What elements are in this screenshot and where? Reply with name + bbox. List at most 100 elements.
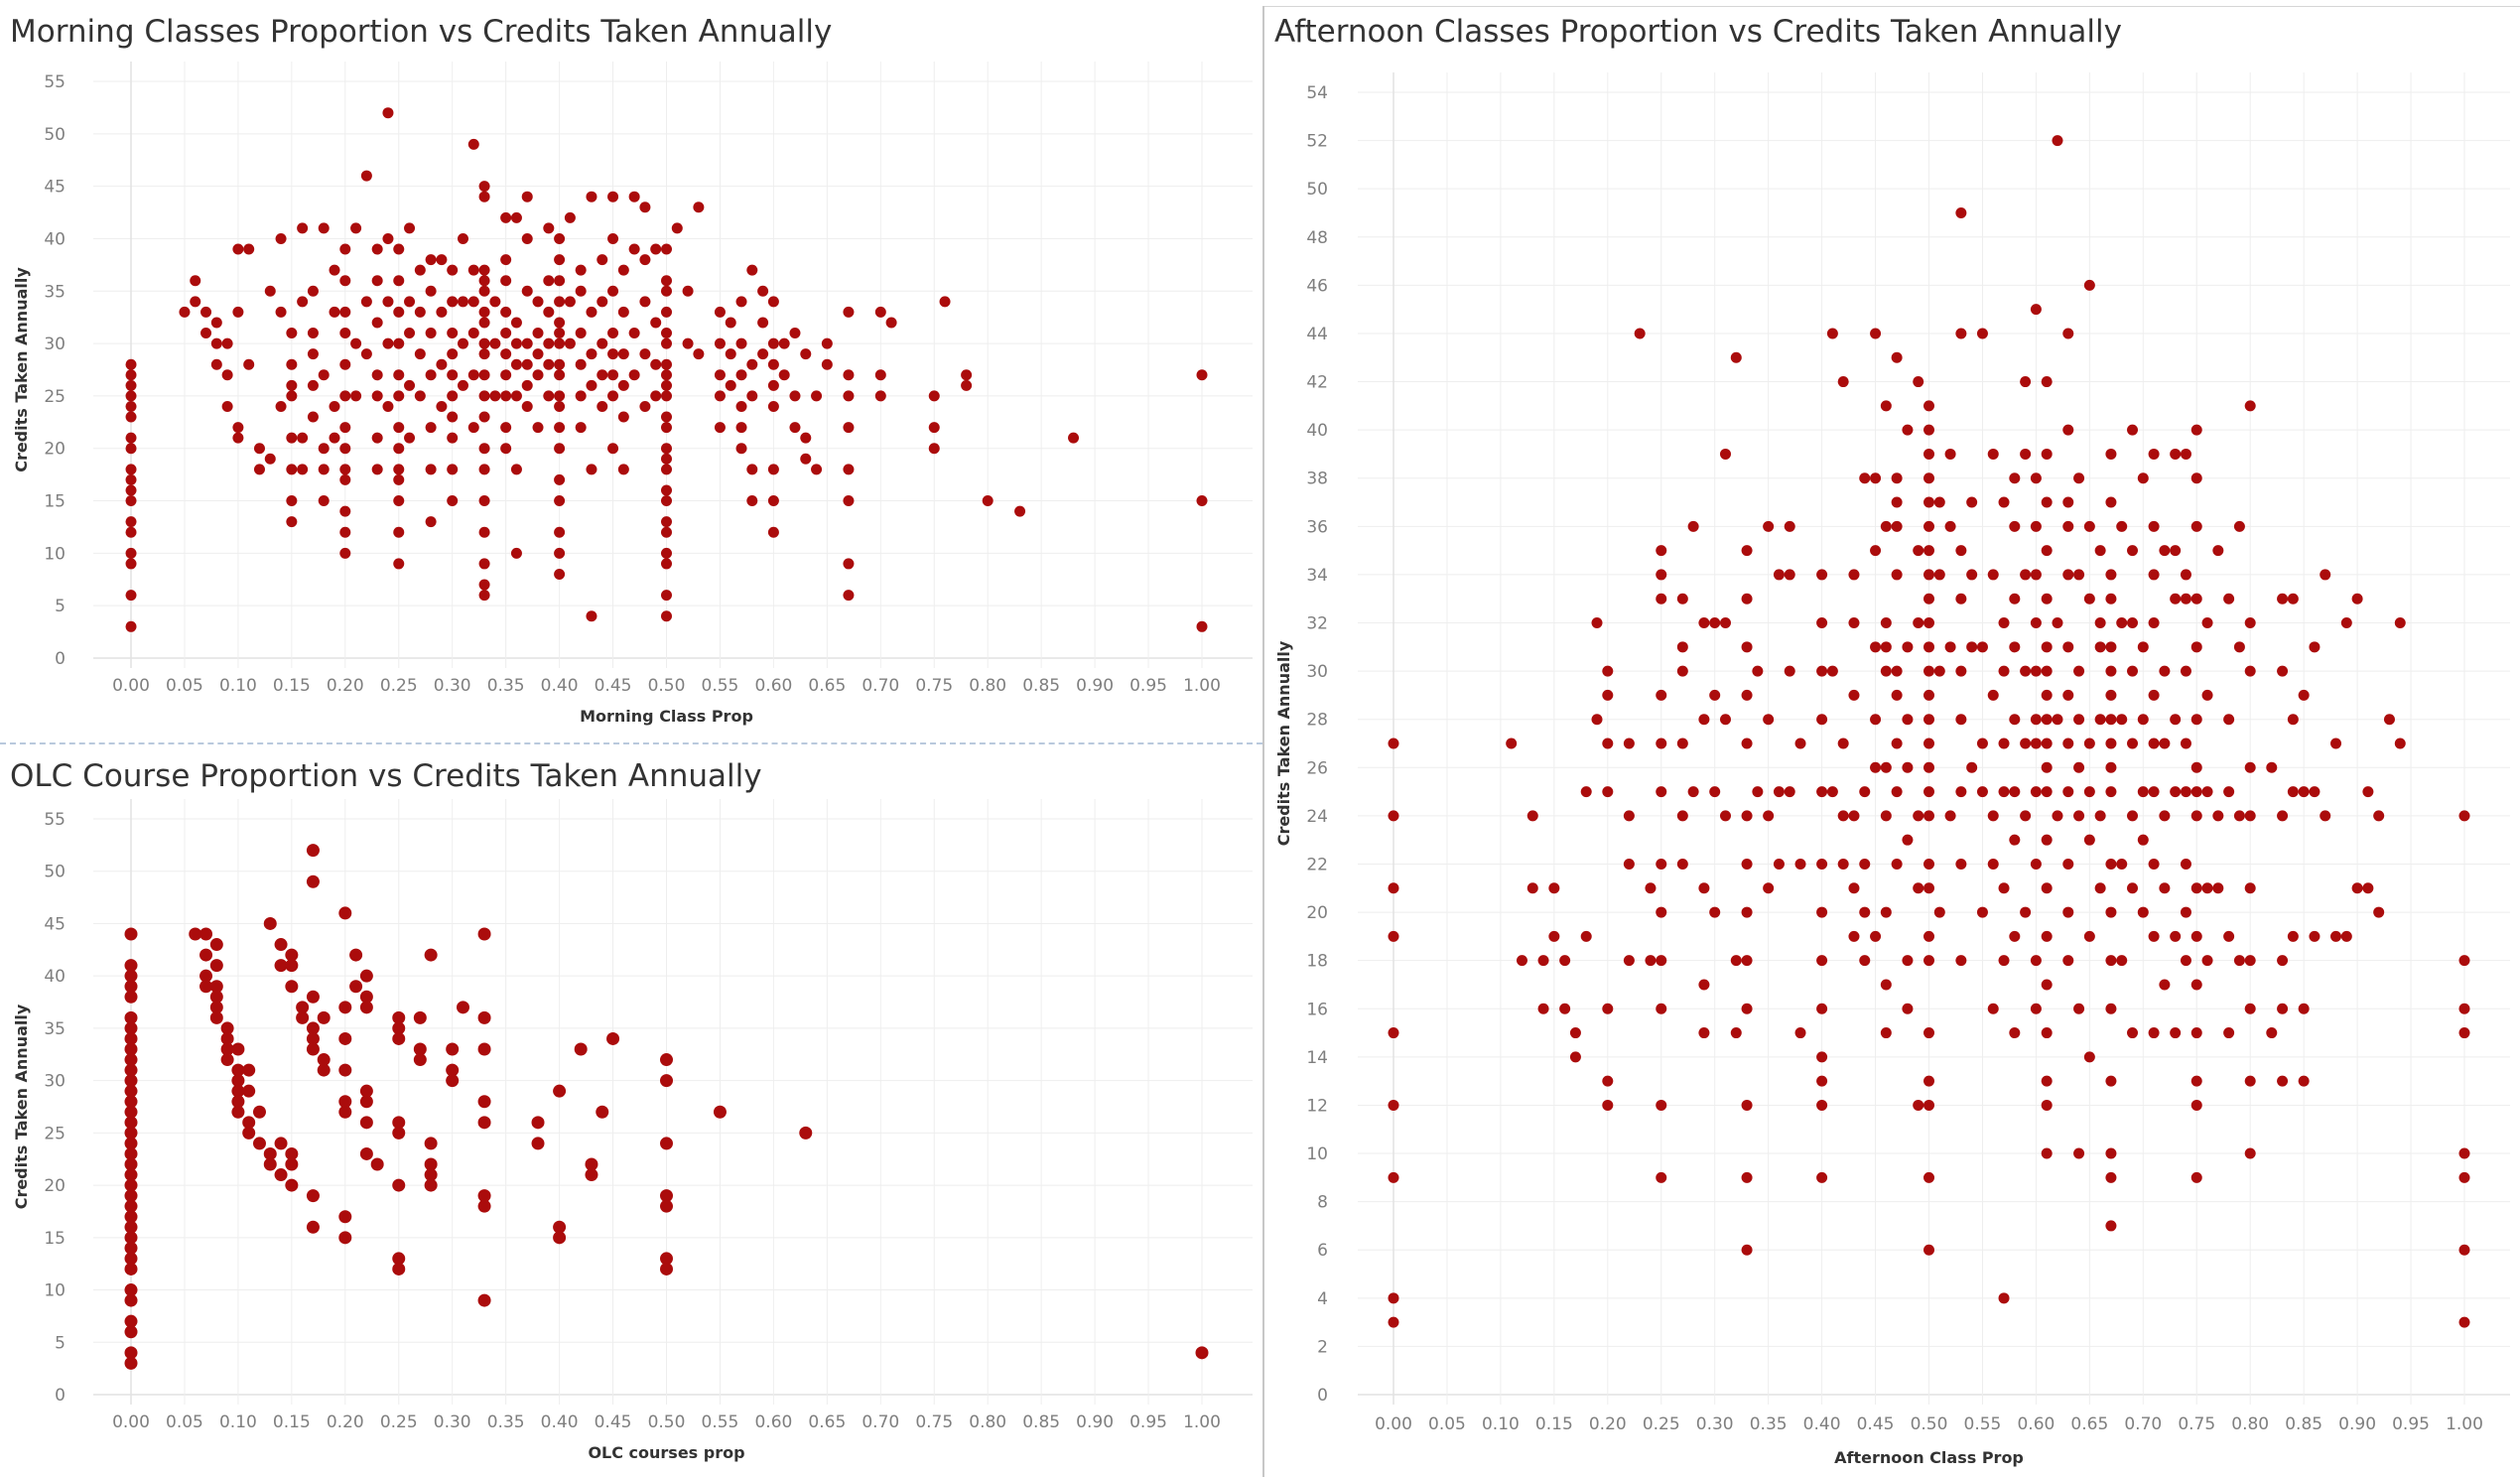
data-point[interactable] — [554, 328, 566, 339]
data-point[interactable] — [318, 464, 330, 475]
data-point[interactable] — [478, 495, 490, 507]
data-point[interactable] — [1773, 569, 1785, 581]
data-point[interactable] — [1580, 930, 1592, 942]
data-point[interactable] — [436, 254, 448, 266]
data-point[interactable] — [2041, 1099, 2053, 1111]
data-point[interactable] — [2180, 738, 2191, 749]
data-point[interactable] — [124, 1042, 138, 1056]
data-point[interactable] — [1923, 738, 1934, 749]
data-point[interactable] — [125, 443, 137, 455]
data-point[interactable] — [1195, 1346, 1209, 1360]
data-point[interactable] — [382, 232, 394, 244]
data-point[interactable] — [1763, 810, 1775, 822]
data-point[interactable] — [1902, 834, 1914, 846]
data-point[interactable] — [2223, 1027, 2235, 1039]
data-point[interactable] — [1676, 665, 1688, 677]
data-point[interactable] — [1816, 569, 1828, 581]
data-point[interactable] — [661, 243, 672, 255]
data-point[interactable] — [339, 526, 351, 538]
data-point[interactable] — [554, 473, 566, 485]
data-point[interactable] — [478, 264, 490, 276]
data-point[interactable] — [242, 1116, 256, 1130]
data-point[interactable] — [425, 369, 437, 381]
data-point[interactable] — [961, 369, 973, 381]
data-point[interactable] — [446, 1074, 460, 1088]
data-point[interactable] — [297, 432, 309, 444]
data-point[interactable] — [586, 306, 597, 318]
data-point[interactable] — [425, 516, 437, 528]
data-point[interactable] — [489, 390, 501, 402]
data-point[interactable] — [2041, 1027, 2053, 1039]
data-point[interactable] — [124, 1053, 138, 1067]
data-point[interactable] — [200, 306, 212, 318]
data-point[interactable] — [199, 969, 213, 983]
data-point[interactable] — [607, 348, 619, 360]
data-point[interactable] — [125, 369, 137, 381]
data-point[interactable] — [1987, 810, 1999, 822]
data-point[interactable] — [392, 1010, 406, 1024]
data-point[interactable] — [660, 1199, 673, 1213]
data-point[interactable] — [286, 432, 298, 444]
data-point[interactable] — [1923, 1075, 1934, 1087]
data-point[interactable] — [521, 337, 533, 349]
data-point[interactable] — [393, 390, 405, 402]
data-point[interactable] — [2105, 858, 2117, 870]
data-point[interactable] — [1923, 858, 1934, 870]
data-point[interactable] — [2394, 617, 2406, 629]
data-point[interactable] — [564, 211, 576, 223]
data-point[interactable] — [349, 948, 363, 962]
data-point[interactable] — [1816, 1099, 1828, 1111]
data-point[interactable] — [521, 358, 533, 370]
data-point[interactable] — [500, 348, 512, 360]
data-point[interactable] — [125, 547, 137, 559]
data-point[interactable] — [799, 1126, 813, 1140]
data-point[interactable] — [124, 1199, 138, 1213]
data-point[interactable] — [1196, 369, 1208, 381]
data-point[interactable] — [2180, 906, 2191, 918]
data-point[interactable] — [778, 337, 790, 349]
data-point[interactable] — [329, 432, 340, 444]
data-point[interactable] — [2083, 834, 2095, 846]
data-point[interactable] — [2212, 545, 2224, 557]
data-point[interactable] — [543, 358, 555, 370]
data-point[interactable] — [478, 590, 490, 602]
data-point[interactable] — [1870, 472, 1882, 484]
data-point[interactable] — [2309, 641, 2321, 653]
data-point[interactable] — [531, 1137, 545, 1150]
data-point[interactable] — [1773, 858, 1785, 870]
data-point[interactable] — [2127, 545, 2139, 557]
data-point[interactable] — [1816, 1171, 1828, 1183]
data-point[interactable] — [220, 1042, 234, 1056]
data-point[interactable] — [928, 422, 940, 434]
data-point[interactable] — [339, 358, 351, 370]
data-point[interactable] — [2244, 955, 2256, 967]
data-point[interactable] — [1559, 1003, 1571, 1014]
data-point[interactable] — [1537, 955, 1549, 967]
data-point[interactable] — [2041, 761, 2053, 773]
data-point[interactable] — [2190, 810, 2202, 822]
data-point[interactable] — [1998, 496, 2010, 508]
data-point[interactable] — [597, 296, 608, 308]
data-point[interactable] — [1602, 1099, 1614, 1111]
data-point[interactable] — [359, 1116, 373, 1130]
data-point[interactable] — [253, 443, 265, 455]
data-point[interactable] — [597, 400, 608, 412]
data-point[interactable] — [2041, 1075, 2053, 1087]
data-point[interactable] — [660, 1262, 673, 1276]
data-point[interactable] — [543, 337, 555, 349]
data-point[interactable] — [285, 1146, 299, 1160]
data-point[interactable] — [1923, 1027, 1934, 1039]
data-point[interactable] — [1388, 1316, 1399, 1328]
data-point[interactable] — [1656, 1099, 1667, 1111]
data-point[interactable] — [404, 432, 416, 444]
data-point[interactable] — [554, 296, 566, 308]
data-point[interactable] — [2148, 738, 2160, 749]
data-point[interactable] — [939, 296, 951, 308]
data-point[interactable] — [585, 1168, 598, 1182]
data-point[interactable] — [424, 948, 438, 962]
data-point[interactable] — [607, 191, 619, 202]
data-point[interactable] — [1656, 689, 1667, 701]
data-point[interactable] — [2320, 810, 2331, 822]
data-point[interactable] — [2105, 569, 2117, 581]
data-point[interactable] — [1816, 906, 1828, 918]
